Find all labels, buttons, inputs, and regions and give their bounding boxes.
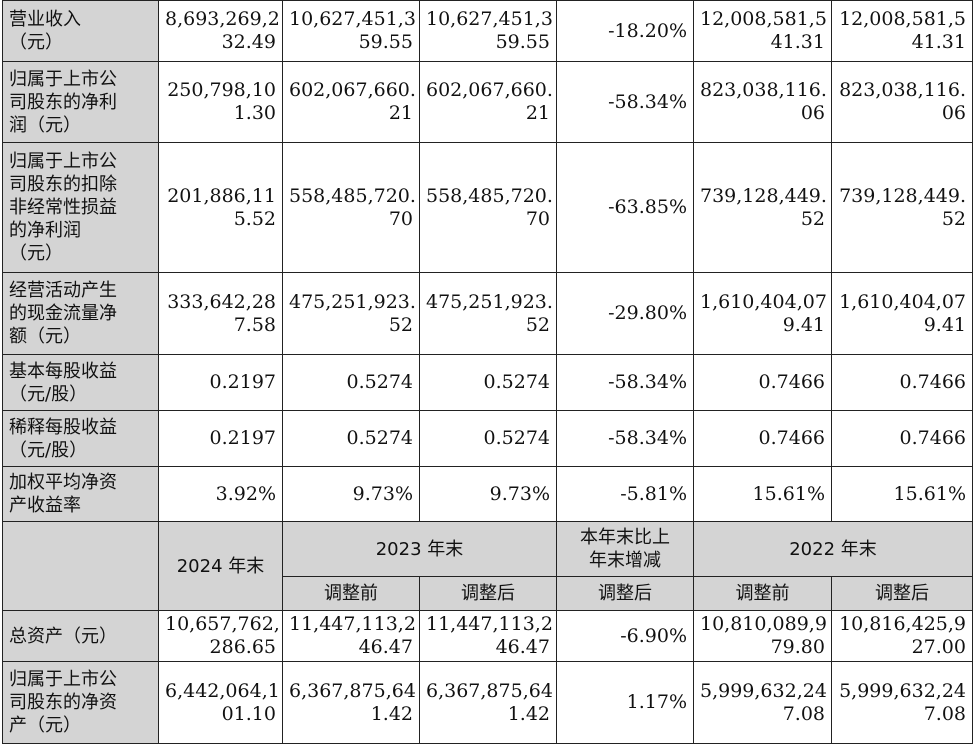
cell-2024: 333,642,28 7.58 [158,272,283,355]
row-label-text: 加权平均净资 产收益率 [9,472,117,516]
cell-2022-before: 823,038,116. 06 [693,61,832,143]
cell-change: -58.34% [556,410,694,467]
row-label: 归属于上市公 司股东的净利 润（元） [2,61,159,143]
cell-2023-before: 558,485,720. 70 [282,142,420,273]
cell-2022-after: 10,816,425,9 27.00 [831,610,973,662]
cell-2022-after: 1,610,404,07 9.41 [831,272,973,355]
cell-2023-before: 6,367,875,64 1.42 [282,661,420,744]
cell-change: 1.17% [556,661,694,744]
cell-2023-before: 9.73% [282,466,420,522]
cell-2023-after: 11,447,113,2 46.47 [419,610,557,662]
income-section: 营业收入 （元） 8,693,269,2 32.49 10,627,451,3 … [2,0,973,522]
table-row: 归属于上市公 司股东的扣除 非经常性损益 的净利润 （元） 201,886,11… [2,142,973,273]
table-row: 经营活动产生 的现金流量净 额（元） 333,642,28 7.58 475,2… [2,272,973,355]
cell-2023-before: 0.5274 [282,410,420,467]
cell-2022-after: 739,128,449. 52 [831,142,973,273]
row-label: 营业收入 （元） [2,0,159,62]
cell-2023-after: 10,627,451,3 59.55 [419,0,557,62]
cell-2024: 201,886,11 5.52 [158,142,283,273]
row-label-text: 归属于上市公 司股东的净资 产（元） [9,669,117,736]
row-label-text: 稀释每股收益 （元/股） [9,416,117,461]
cell-2023-after: 475,251,923. 52 [419,272,557,355]
cell-change: -18.20% [556,0,694,62]
row-label: 稀释每股收益 （元/股） [2,410,159,467]
cell-2024: 10,657,762, 286.65 [158,610,283,662]
row-label: 归属于上市公 司股东的净资 产（元） [2,661,159,744]
row-label: 总资产（元） [2,610,159,662]
header-2022-before: 调整前 [693,576,832,611]
cell-2022-before: 0.7466 [693,354,832,411]
cell-change: -58.34% [556,61,694,143]
cell-2022-before: 15.61% [693,466,832,522]
cell-2024: 0.2197 [158,354,283,411]
header-2022-after: 调整后 [831,576,973,611]
cell-2022-after: 823,038,116. 06 [831,61,973,143]
cell-2022-before: 5,999,632,24 7.08 [693,661,832,744]
cell-2022-after: 12,008,581,5 41.31 [831,0,973,62]
cell-2023-before: 0.5274 [282,354,420,411]
cell-2022-after: 5,999,632,24 7.08 [831,661,973,744]
header-2023-before: 调整前 [282,576,420,611]
header-2023-after: 调整后 [419,576,557,611]
cell-2023-after: 9.73% [419,466,557,522]
cell-2023-after: 558,485,720. 70 [419,142,557,273]
cell-2022-before: 0.7466 [693,410,832,467]
cell-change: -63.85% [556,142,694,273]
cell-2023-after: 0.5274 [419,354,557,411]
row-label: 经营活动产生 的现金流量净 额（元） [2,272,159,355]
cell-2022-before: 1,610,404,07 9.41 [693,272,832,355]
row-label-text: 归属于上市公 司股东的净利 润（元） [9,68,117,136]
header-corner [2,521,159,611]
table-row: 稀释每股收益 （元/股） 0.2197 0.5274 0.5274 -58.34… [2,410,973,467]
row-label-text: 总资产（元） [9,625,117,647]
cell-2024: 0.2197 [158,410,283,467]
cell-change: -6.90% [556,610,694,662]
cell-2023-before: 10,627,451,3 59.55 [282,0,420,62]
cell-change: -58.34% [556,354,694,411]
cell-2022-before: 12,008,581,5 41.31 [693,0,832,62]
cell-change: -29.80% [556,272,694,355]
cell-2023-after: 602,067,660. 21 [419,61,557,143]
header-2023: 2023 年末 [282,521,557,577]
cell-2023-after: 0.5274 [419,410,557,467]
row-label-text: 归属于上市公 司股东的扣除 非经常性损益 的净利润 （元） [9,151,117,264]
balance-section: 总资产（元） 10,657,762, 286.65 11,447,113,2 4… [2,610,973,744]
cell-2024: 6,442,064,1 01.10 [158,661,283,744]
balance-header: 2024 年末 2023 年末 本年末比上 年末增减 2022 年末 调整前 调… [2,521,973,611]
cell-2022-after: 15.61% [831,466,973,522]
row-label: 基本每股收益 （元/股） [2,354,159,411]
cell-2022-before: 739,128,449. 52 [693,142,832,273]
table-row: 总资产（元） 10,657,762, 286.65 11,447,113,2 4… [2,610,973,662]
cell-2023-before: 602,067,660. 21 [282,61,420,143]
cell-2024: 8,693,269,2 32.49 [158,0,283,62]
cell-2023-before: 475,251,923. 52 [282,272,420,355]
row-label-text: 经营活动产生 的现金流量净 额（元） [9,280,117,347]
header-row: 2024 年末 2023 年末 本年末比上 年末增减 2022 年末 [2,521,973,611]
row-label: 加权平均净资 产收益率 [2,466,159,522]
cell-2022-before: 10,810,089,9 79.80 [693,610,832,662]
cell-2024: 250,798,10 1.30 [158,61,283,143]
header-change-after: 调整后 [556,576,694,611]
table-row: 归属于上市公 司股东的净资 产（元） 6,442,064,1 01.10 6,3… [2,661,973,744]
table-row: 营业收入 （元） 8,693,269,2 32.49 10,627,451,3 … [2,0,973,62]
cell-2022-after: 0.7466 [831,410,973,467]
table-row: 归属于上市公 司股东的净利 润（元） 250,798,10 1.30 602,0… [2,61,973,143]
table-row: 基本每股收益 （元/股） 0.2197 0.5274 0.5274 -58.34… [2,354,973,411]
table-row: 加权平均净资 产收益率 3.92% 9.73% 9.73% -5.81% 15.… [2,466,973,522]
cell-2023-after: 6,367,875,64 1.42 [419,661,557,744]
row-label-text: 营业收入 （元） [9,9,81,53]
header-change: 本年末比上 年末增减 [556,521,694,577]
cell-2024: 3.92% [158,466,283,522]
row-label: 归属于上市公 司股东的扣除 非经常性损益 的净利润 （元） [2,142,159,273]
cell-2023-before: 11,447,113,2 46.47 [282,610,420,662]
header-2024: 2024 年末 [158,521,283,611]
cell-change: -5.81% [556,466,694,522]
subheader-row: 调整前 调整后 调整后 调整前 调整后 [3,576,973,611]
cell-2022-after: 0.7466 [831,354,973,411]
header-2022: 2022 年末 [693,521,973,577]
row-label-text: 基本每股收益 （元/股） [9,360,117,405]
